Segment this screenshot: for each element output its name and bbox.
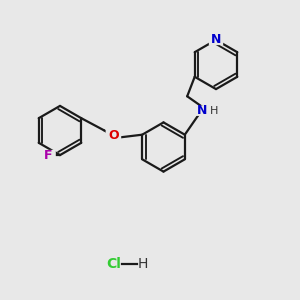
FancyBboxPatch shape — [209, 35, 223, 45]
FancyBboxPatch shape — [208, 107, 219, 115]
FancyBboxPatch shape — [41, 150, 56, 160]
Text: F: F — [44, 148, 53, 162]
Text: H: H — [210, 106, 218, 116]
Text: N: N — [197, 104, 207, 117]
Text: H: H — [137, 257, 148, 271]
Text: O: O — [108, 129, 119, 142]
FancyBboxPatch shape — [195, 106, 209, 116]
FancyBboxPatch shape — [106, 130, 121, 141]
Text: Cl: Cl — [106, 257, 122, 271]
Text: N: N — [211, 33, 221, 46]
